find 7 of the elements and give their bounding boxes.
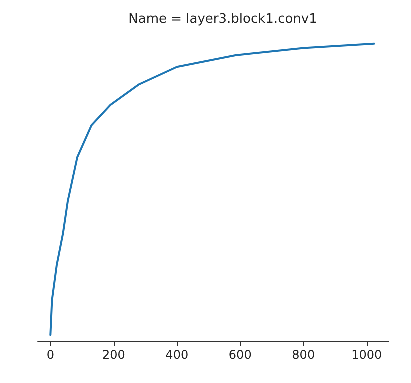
x-tick-label: 200 <box>102 348 126 362</box>
x-tick-label: 400 <box>166 348 189 362</box>
x-tick-label: 1000 <box>352 348 382 362</box>
x-tick-label: 600 <box>228 348 252 362</box>
x-tick-label: 800 <box>292 348 316 362</box>
chart-title: Name = layer3.block1.conv1 <box>128 12 318 27</box>
x-tick-label: 0 <box>46 348 54 362</box>
